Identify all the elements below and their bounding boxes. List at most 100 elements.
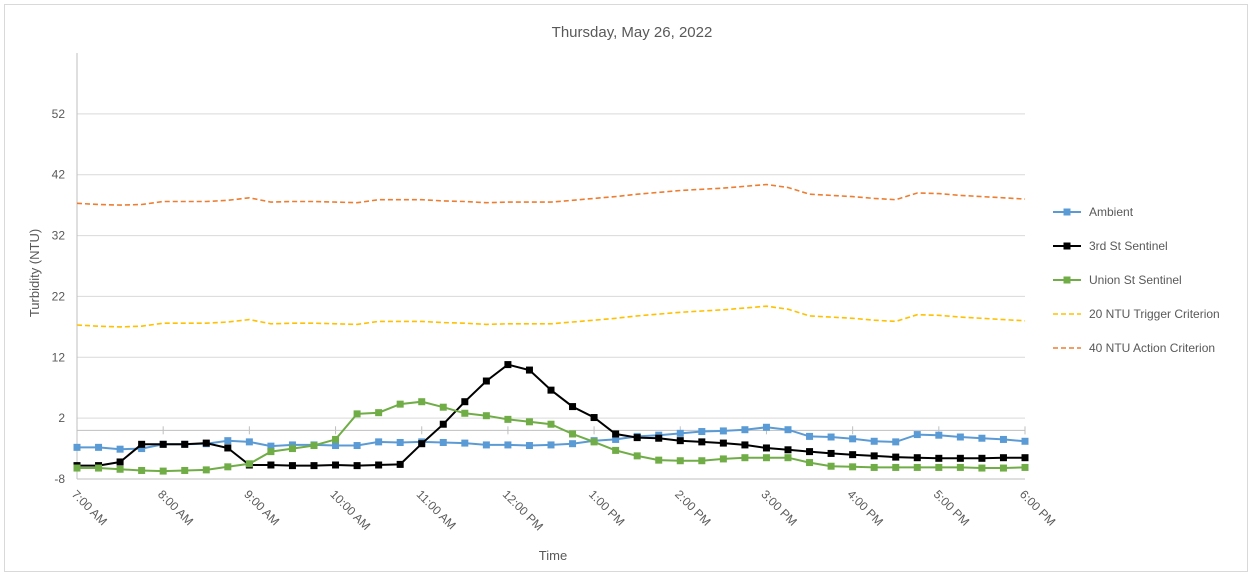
data-point: [849, 463, 857, 471]
series-line: [77, 363, 1025, 467]
data-point: [762, 454, 770, 462]
data-point: [202, 466, 210, 474]
data-point: [116, 465, 124, 473]
data-point: [762, 444, 770, 452]
data-point: [547, 441, 555, 449]
x-tick-label: 2:00 PM: [672, 487, 714, 529]
data-point: [525, 442, 533, 450]
data-point: [504, 415, 512, 423]
data-point: [784, 426, 792, 434]
legend-item: 40 NTU Action Criterion: [1053, 341, 1215, 355]
data-point: [719, 455, 727, 463]
data-point: [159, 440, 167, 448]
y-axis-ticks: -8 2 12 22 32 42 52: [52, 107, 66, 486]
data-point: [547, 386, 555, 394]
data-point: [116, 445, 124, 453]
data-point: [267, 442, 275, 450]
data-point: [612, 446, 620, 454]
data-point: [935, 454, 943, 462]
x-tick-label: 1:00 PM: [586, 487, 628, 529]
y-tick-label: 12: [52, 350, 66, 364]
chart-frame: Thursday, May 26, 2022 Turbidity (NTU) T…: [4, 4, 1248, 572]
data-point: [913, 463, 921, 471]
data-point: [633, 434, 641, 442]
x-tick-label: 7:00 AM: [69, 487, 110, 528]
data-point: [353, 462, 361, 470]
data-point: [138, 466, 146, 474]
data-point: [892, 438, 900, 446]
data-point: [719, 439, 727, 447]
data-point: [1021, 463, 1029, 471]
data-point: [784, 446, 792, 454]
x-tick-label: 4:00 PM: [845, 487, 887, 529]
data-point: [418, 398, 426, 406]
data-point: [267, 461, 275, 469]
data-point: [741, 454, 749, 462]
data-point: [676, 437, 684, 445]
legend-swatch-marker: [1063, 208, 1071, 216]
data-point: [73, 464, 81, 472]
y-tick-label: 42: [52, 168, 66, 182]
data-point: [590, 414, 598, 422]
data-point: [956, 463, 964, 471]
series-line: [76, 305, 1026, 328]
data-point: [439, 420, 447, 428]
data-point: [525, 366, 533, 374]
data-point: [396, 400, 404, 408]
data-point: [482, 441, 490, 449]
series-line: [76, 183, 1026, 206]
data-point: [95, 464, 103, 472]
data-point: [870, 463, 878, 471]
legend-label: 20 NTU Trigger Criterion: [1089, 307, 1220, 321]
data-point: [913, 454, 921, 462]
data-point: [332, 461, 340, 469]
data-point: [978, 464, 986, 472]
data-point: [698, 438, 706, 446]
series-layer: [73, 183, 1029, 475]
data-point: [461, 398, 469, 406]
data-point: [439, 403, 447, 411]
data-point: [73, 443, 81, 451]
data-point: [999, 464, 1007, 472]
data-point: [956, 433, 964, 441]
series-40-ntu-action-criterion: [76, 183, 1026, 206]
series-ambient: [73, 423, 1029, 453]
data-point: [870, 452, 878, 460]
data-point: [418, 440, 426, 448]
data-point: [784, 454, 792, 462]
data-point: [461, 409, 469, 417]
y-tick-label: -8: [54, 472, 65, 486]
data-point: [698, 457, 706, 465]
data-point: [590, 438, 598, 446]
data-point: [224, 444, 232, 452]
data-point: [525, 418, 533, 426]
data-point: [849, 435, 857, 443]
data-point: [892, 453, 900, 461]
series-union-st-sentinel: [73, 398, 1029, 475]
data-point: [396, 460, 404, 468]
data-point: [762, 423, 770, 431]
data-point: [288, 462, 296, 470]
legend-item: Union St Sentinel: [1053, 273, 1182, 287]
data-point: [181, 440, 189, 448]
data-point: [1021, 454, 1029, 462]
legend-swatch-marker: [1063, 242, 1071, 250]
x-tick-label: 11:00 AM: [414, 487, 459, 532]
chart-title: Thursday, May 26, 2022: [552, 24, 713, 41]
data-point: [827, 462, 835, 470]
x-tick-label: 6:00 PM: [1017, 487, 1059, 529]
data-point: [375, 461, 383, 469]
data-point: [956, 454, 964, 462]
data-point: [375, 438, 383, 446]
data-point: [116, 458, 124, 466]
data-point: [806, 459, 814, 467]
data-point: [999, 454, 1007, 462]
data-point: [676, 457, 684, 465]
data-point: [569, 440, 577, 448]
data-point: [806, 432, 814, 440]
legend-label: Union St Sentinel: [1089, 273, 1182, 287]
data-point: [288, 445, 296, 453]
data-point: [612, 435, 620, 443]
data-point: [353, 410, 361, 418]
y-tick-label: 22: [52, 289, 66, 303]
